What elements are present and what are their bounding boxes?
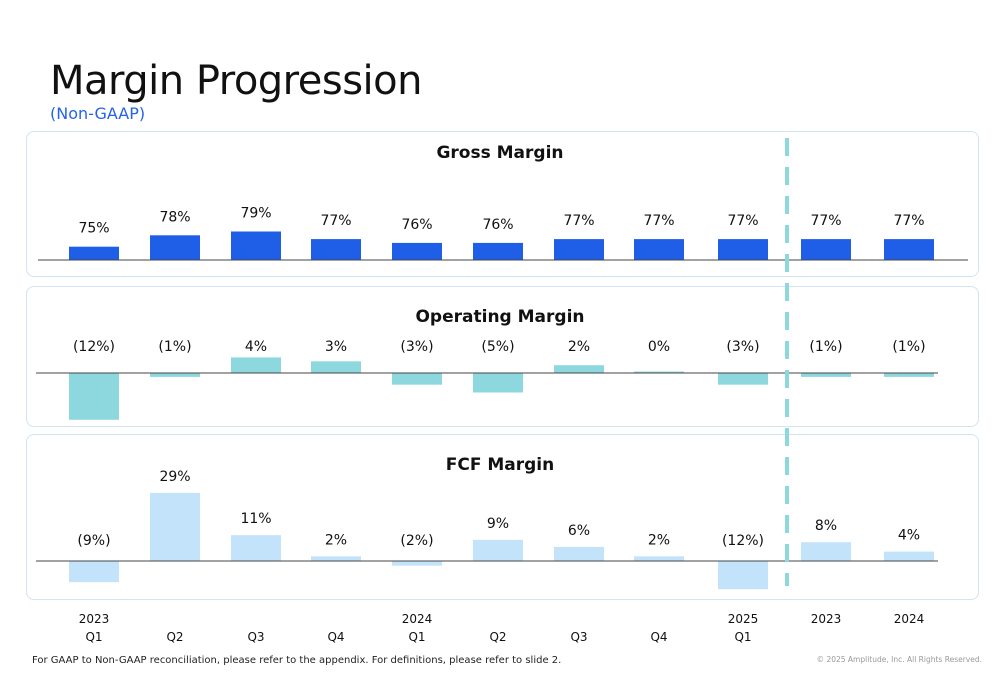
operating-bar [69,373,119,420]
operating-bar [884,373,934,377]
gross-title: Gross Margin [436,143,563,163]
operating-bar [392,373,442,385]
fcf-bar [311,556,361,561]
x-tick-label-bottom: Q3 [247,630,264,644]
gross-bar [801,239,851,260]
fcf-bar [473,539,523,561]
operating-data-label: (5%) [481,339,514,355]
fcf-data-label: 6% [568,523,590,539]
operating-data-label: (3%) [726,339,759,355]
gross-data-label: 76% [482,217,513,233]
gross-data-label: 78% [159,209,190,225]
operating-title: Operating Margin [415,307,584,327]
fcf-bar [392,561,442,566]
operating-data-label: (1%) [892,339,925,355]
gross-data-label: 77% [810,213,841,229]
fcf-data-label: 8% [815,518,837,534]
gross-bar [634,239,684,260]
gross-bar [884,239,934,260]
fcf-data-label: (9%) [77,533,110,549]
gross-bar [69,246,119,260]
operating-bar [150,373,200,377]
x-tick-label-top: 2024 [894,612,925,626]
x-tick-label-top: 2023 [811,612,842,626]
fcf-data-label: 2% [648,532,670,548]
fcf-bar [554,546,604,561]
gross-data-label: 76% [401,217,432,233]
fcf-bar [150,492,200,561]
x-tick-label-bottom: Q1 [85,630,102,644]
gross-bar [718,239,768,260]
gross-data-label: 79% [240,206,271,222]
gross-data-label: 77% [563,213,594,229]
gross-bar [554,239,604,260]
fcf-data-label: 2% [325,532,347,548]
operating-data-label: 3% [325,339,347,355]
x-tick-label-bottom: Q1 [408,630,425,644]
fcf-data-label: (2%) [400,533,433,549]
page-subtitle: (Non-GAAP) [50,104,146,123]
operating-bar [801,373,851,377]
x-tick-label-bottom: Q4 [327,630,344,644]
x-tick-label-top: 2023 [79,612,110,626]
operating-data-label: (12%) [73,339,115,355]
fcf-bar [69,561,119,583]
fcf-data-label: 9% [487,516,509,532]
operating-bar [231,357,281,373]
fcf-bar [884,551,934,561]
gross-data-label: 77% [320,213,351,229]
x-tick-label-bottom: Q2 [489,630,506,644]
operating-data-label: 4% [245,339,267,355]
gross-data-label: 77% [893,213,924,229]
gross-bar [231,231,281,260]
x-tick-label-top: 2024 [402,612,433,626]
gross-bar [311,239,361,260]
fcf-title: FCF Margin [446,455,555,475]
operating-data-label: 0% [648,339,670,355]
fcf-bar [718,561,768,590]
copyright: © 2025 Amplitude, Inc. All Rights Reserv… [816,655,982,664]
x-tick-label-bottom: Q2 [166,630,183,644]
gross-bar [150,235,200,260]
operating-bar [554,365,604,373]
fcf-bar [634,556,684,561]
fcf-data-label: 29% [159,469,190,485]
fcf-data-label: 4% [898,528,920,544]
page-title: Margin Progression [50,58,422,104]
fcf-data-label: 11% [240,511,271,527]
operating-bar [718,373,768,385]
gross-bar [473,242,523,260]
footnote: For GAAP to Non-GAAP reconciliation, ple… [32,655,562,666]
operating-bar [473,373,523,393]
gross-data-label: 77% [727,213,758,229]
gross-data-label: 75% [78,221,109,237]
operating-data-label: (1%) [158,339,191,355]
x-tick-label-bottom: Q1 [734,630,751,644]
operating-bar [311,361,361,373]
gross-bar [392,242,442,260]
operating-data-label: 2% [568,339,590,355]
gross-data-label: 77% [643,213,674,229]
fcf-bar [801,542,851,561]
operating-data-label: (1%) [809,339,842,355]
x-tick-label-bottom: Q3 [570,630,587,644]
x-tick-label-top: 2025 [728,612,759,626]
x-tick-label-bottom: Q4 [650,630,667,644]
fcf-data-label: (12%) [722,533,764,549]
operating-margin-panel [26,286,979,427]
fcf-bar [231,535,281,561]
operating-data-label: (3%) [400,339,433,355]
operating-bar [634,371,684,373]
